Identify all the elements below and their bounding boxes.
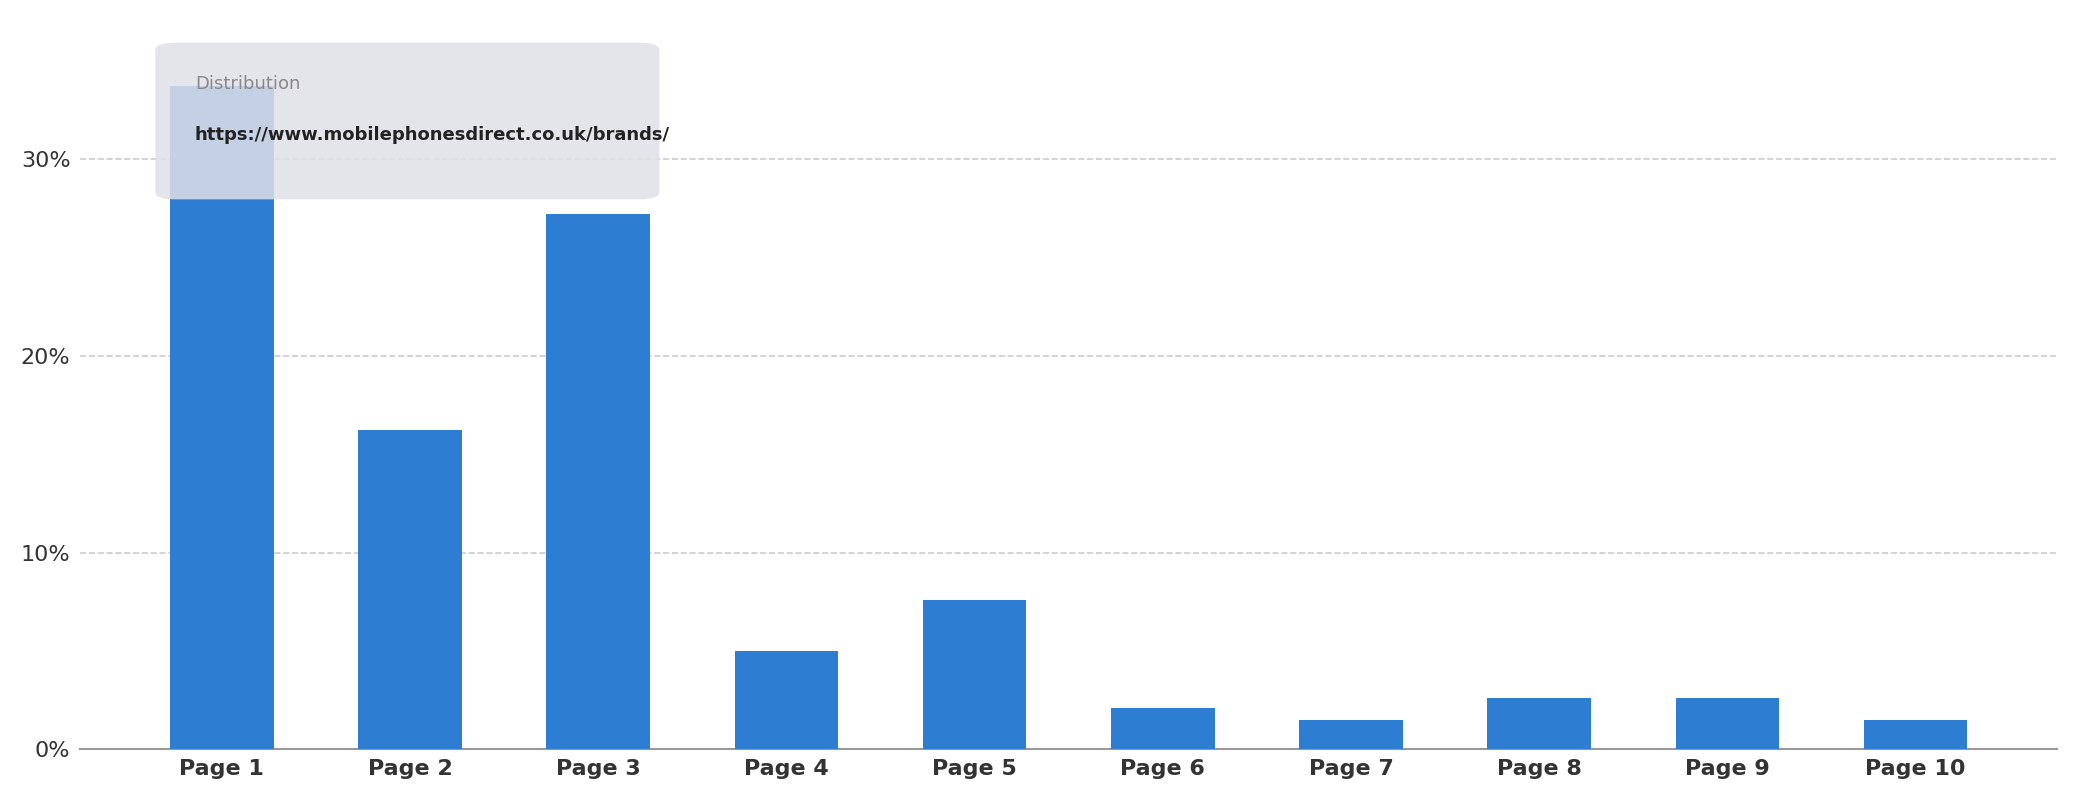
Bar: [1488, 698, 1592, 750]
Bar: [1675, 698, 1779, 750]
Bar: [170, 86, 274, 750]
Bar: [736, 651, 837, 750]
Text: https://www.mobilephonesdirect.co.uk/brands/: https://www.mobilephonesdirect.co.uk/bra…: [195, 126, 669, 145]
Bar: [357, 430, 461, 750]
Bar: [1864, 720, 1968, 750]
Bar: [1299, 720, 1403, 750]
FancyBboxPatch shape: [156, 42, 659, 199]
Bar: [923, 600, 1027, 750]
Text: Distribution: Distribution: [195, 75, 299, 94]
Bar: [1112, 708, 1214, 750]
Bar: [547, 214, 650, 750]
